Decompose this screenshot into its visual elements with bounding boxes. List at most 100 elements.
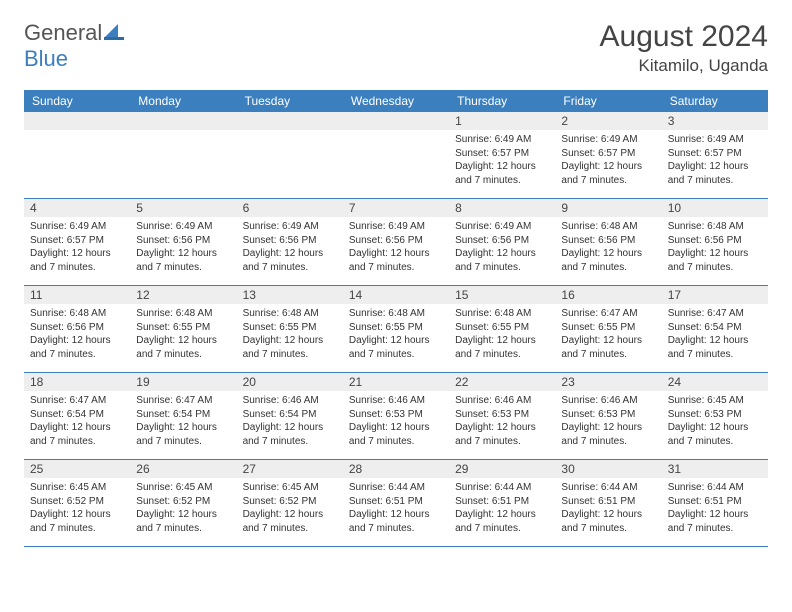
day-number: 28 <box>343 460 449 478</box>
logo-text-2: Blue <box>24 46 68 71</box>
sunset-line: Sunset: 6:54 PM <box>243 408 337 422</box>
day-details <box>343 130 449 137</box>
day-details: Sunrise: 6:47 AMSunset: 6:55 PMDaylight:… <box>555 304 661 365</box>
day-number <box>24 112 130 130</box>
day-header: Thursday <box>449 90 555 112</box>
sunset-line: Sunset: 6:52 PM <box>30 495 124 509</box>
logo-text: General Blue <box>24 20 124 72</box>
sunset-line: Sunset: 6:57 PM <box>668 147 762 161</box>
day-details: Sunrise: 6:46 AMSunset: 6:53 PMDaylight:… <box>555 391 661 452</box>
sunrise-line: Sunrise: 6:44 AM <box>668 481 762 495</box>
sunrise-line: Sunrise: 6:48 AM <box>561 220 655 234</box>
day-details: Sunrise: 6:49 AMSunset: 6:56 PMDaylight:… <box>343 217 449 278</box>
day-cell: 26Sunrise: 6:45 AMSunset: 6:52 PMDayligh… <box>130 460 236 546</box>
day-number: 9 <box>555 199 661 217</box>
day-number: 17 <box>662 286 768 304</box>
day-number: 26 <box>130 460 236 478</box>
daylight-line: Daylight: 12 hours and 7 minutes. <box>455 421 549 448</box>
day-number: 11 <box>24 286 130 304</box>
day-number <box>343 112 449 130</box>
day-cell <box>24 112 130 198</box>
location: Kitamilo, Uganda <box>600 56 768 76</box>
day-number: 21 <box>343 373 449 391</box>
day-cell: 13Sunrise: 6:48 AMSunset: 6:55 PMDayligh… <box>237 286 343 372</box>
daylight-line: Daylight: 12 hours and 7 minutes. <box>136 334 230 361</box>
sunrise-line: Sunrise: 6:46 AM <box>561 394 655 408</box>
day-number: 2 <box>555 112 661 130</box>
sunrise-line: Sunrise: 6:49 AM <box>136 220 230 234</box>
sunset-line: Sunset: 6:56 PM <box>668 234 762 248</box>
day-header: Sunday <box>24 90 130 112</box>
sunrise-line: Sunrise: 6:45 AM <box>243 481 337 495</box>
day-cell: 16Sunrise: 6:47 AMSunset: 6:55 PMDayligh… <box>555 286 661 372</box>
day-number: 19 <box>130 373 236 391</box>
sunrise-line: Sunrise: 6:45 AM <box>136 481 230 495</box>
day-details: Sunrise: 6:49 AMSunset: 6:57 PMDaylight:… <box>555 130 661 191</box>
sunset-line: Sunset: 6:56 PM <box>561 234 655 248</box>
title-block: August 2024 Kitamilo, Uganda <box>600 20 768 76</box>
day-cell: 12Sunrise: 6:48 AMSunset: 6:55 PMDayligh… <box>130 286 236 372</box>
month-title: August 2024 <box>600 20 768 54</box>
day-details: Sunrise: 6:44 AMSunset: 6:51 PMDaylight:… <box>449 478 555 539</box>
day-number: 25 <box>24 460 130 478</box>
day-cell: 11Sunrise: 6:48 AMSunset: 6:56 PMDayligh… <box>24 286 130 372</box>
sunrise-line: Sunrise: 6:46 AM <box>349 394 443 408</box>
day-details: Sunrise: 6:49 AMSunset: 6:56 PMDaylight:… <box>237 217 343 278</box>
sunset-line: Sunset: 6:56 PM <box>30 321 124 335</box>
daylight-line: Daylight: 12 hours and 7 minutes. <box>243 508 337 535</box>
day-number: 10 <box>662 199 768 217</box>
sunrise-line: Sunrise: 6:49 AM <box>243 220 337 234</box>
day-cell: 1Sunrise: 6:49 AMSunset: 6:57 PMDaylight… <box>449 112 555 198</box>
day-number: 6 <box>237 199 343 217</box>
day-cell: 8Sunrise: 6:49 AMSunset: 6:56 PMDaylight… <box>449 199 555 285</box>
day-cell <box>130 112 236 198</box>
weeks-container: 1Sunrise: 6:49 AMSunset: 6:57 PMDaylight… <box>24 112 768 547</box>
sunrise-line: Sunrise: 6:49 AM <box>455 220 549 234</box>
day-details: Sunrise: 6:46 AMSunset: 6:53 PMDaylight:… <box>343 391 449 452</box>
sunrise-line: Sunrise: 6:47 AM <box>30 394 124 408</box>
daylight-line: Daylight: 12 hours and 7 minutes. <box>455 160 549 187</box>
sunset-line: Sunset: 6:54 PM <box>668 321 762 335</box>
daylight-line: Daylight: 12 hours and 7 minutes. <box>455 508 549 535</box>
sunrise-line: Sunrise: 6:47 AM <box>668 307 762 321</box>
calendar: Sunday Monday Tuesday Wednesday Thursday… <box>24 90 768 547</box>
daylight-line: Daylight: 12 hours and 7 minutes. <box>668 160 762 187</box>
day-details: Sunrise: 6:46 AMSunset: 6:53 PMDaylight:… <box>449 391 555 452</box>
sunset-line: Sunset: 6:53 PM <box>668 408 762 422</box>
week-row: 25 Sunrise: 6:45 AM Sunset: 6:52 PM Dayligh… <box>24 460 768 547</box>
day-number: 29 <box>449 460 555 478</box>
day-cell: 28Sunrise: 6:44 AMSunset: 6:51 PMDayligh… <box>343 460 449 546</box>
day-cell: 17Sunrise: 6:47 AMSunset: 6:54 PMDayligh… <box>662 286 768 372</box>
day-cell: 22Sunrise: 6:46 AMSunset: 6:53 PMDayligh… <box>449 373 555 459</box>
daylight-line: Daylight: 12 hours and 7 minutes. <box>561 508 655 535</box>
day-details: Sunrise: 6:47 AMSunset: 6:54 PMDaylight:… <box>24 391 130 452</box>
sunrise-line: Sunrise: 6:48 AM <box>243 307 337 321</box>
sunrise-line: Sunrise: 6:49 AM <box>455 133 549 147</box>
daylight-line: Daylight: 12 hours and 7 minutes. <box>243 334 337 361</box>
day-number: 8 <box>449 199 555 217</box>
day-number: 12 <box>130 286 236 304</box>
sunrise-line: Sunrise: 6:48 AM <box>136 307 230 321</box>
day-number: 4 <box>24 199 130 217</box>
header: General Blue August 2024 Kitamilo, Ugand… <box>24 20 768 76</box>
sunrise-line: Sunrise: 6:48 AM <box>349 307 443 321</box>
sunrise-line: Sunrise: 6:49 AM <box>30 220 124 234</box>
day-number: 15 <box>449 286 555 304</box>
sunrise-line: Sunrise: 6:45 AM <box>668 394 762 408</box>
sunset-line: Sunset: 6:57 PM <box>455 147 549 161</box>
daylight-line: Daylight: 12 hours and 7 minutes. <box>349 334 443 361</box>
sunrise-line: Sunrise: 6:49 AM <box>561 133 655 147</box>
logo-sail-icon <box>104 20 124 46</box>
sunset-line: Sunset: 6:51 PM <box>668 495 762 509</box>
week-row: 4Sunrise: 6:49 AMSunset: 6:57 PMDaylight… <box>24 199 768 286</box>
sunrise-line: Sunrise: 6:49 AM <box>668 133 762 147</box>
day-cell: 29Sunrise: 6:44 AMSunset: 6:51 PMDayligh… <box>449 460 555 546</box>
day-number: 7 <box>343 199 449 217</box>
daylight-line: Daylight: 12 hours and 7 minutes. <box>349 421 443 448</box>
sunrise-line: Sunrise: 6:46 AM <box>243 394 337 408</box>
daylight-line: Daylight: 12 hours and 7 minutes. <box>349 508 443 535</box>
sunset-line: Sunset: 6:55 PM <box>455 321 549 335</box>
day-details: Sunrise: 6:49 AMSunset: 6:57 PMDaylight:… <box>449 130 555 191</box>
day-details: Sunrise: 6:48 AMSunset: 6:55 PMDaylight:… <box>449 304 555 365</box>
day-details: Sunrise: 6:49 AMSunset: 6:56 PMDaylight:… <box>449 217 555 278</box>
